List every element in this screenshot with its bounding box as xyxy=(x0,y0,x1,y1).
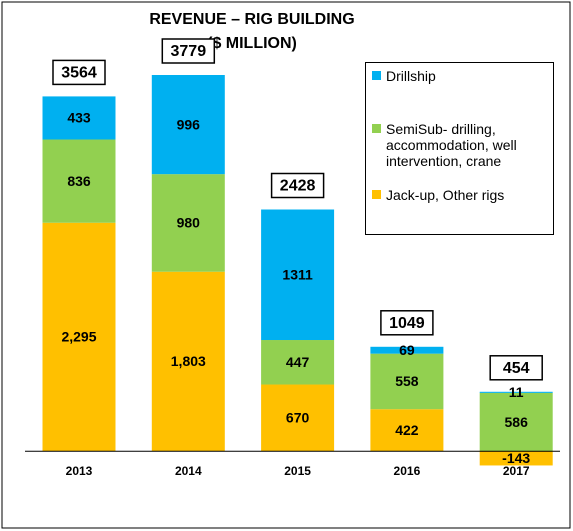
total-box xyxy=(270,172,325,199)
legend-label: SemiSub- drilling, accommodation, well i… xyxy=(386,121,517,169)
data-label: 996 xyxy=(177,116,201,132)
total-label: 454 xyxy=(503,360,530,377)
data-label: 670 xyxy=(286,410,310,426)
legend-swatch xyxy=(372,190,381,199)
total-label: 3564 xyxy=(61,65,97,82)
legend-item: SemiSub- drilling, accommodation, well i… xyxy=(372,121,550,169)
bar-segment xyxy=(261,340,335,385)
total-label: 1049 xyxy=(389,315,425,332)
legend: Drillship SemiSub- drilling, accommodatio… xyxy=(365,62,554,235)
data-label: 2,295 xyxy=(61,329,96,345)
data-label: 1311 xyxy=(282,266,313,282)
bar-segment xyxy=(479,451,553,466)
total-label: 3779 xyxy=(171,43,207,60)
total-box xyxy=(380,310,434,336)
data-label: 447 xyxy=(286,354,310,370)
bar-segment xyxy=(42,139,116,223)
data-label: -143 xyxy=(502,450,530,466)
legend-label: Jack-up, Other rigs xyxy=(386,187,505,203)
legend-swatch xyxy=(372,124,381,133)
data-label: 558 xyxy=(395,373,419,389)
chart-title: REVENUE – RIG BUILDING xyxy=(149,11,354,28)
data-label: 422 xyxy=(395,422,419,438)
bar-segment xyxy=(261,209,335,341)
chart-title: ($ MILLION) xyxy=(207,35,297,52)
data-label: 433 xyxy=(67,110,91,126)
bar-segment xyxy=(261,384,335,452)
legend-item: Drillship xyxy=(372,68,550,84)
data-label: 586 xyxy=(505,414,529,430)
x-tick-label: 2017 xyxy=(503,464,530,478)
bar-segment xyxy=(370,353,444,410)
bar-segment xyxy=(370,346,444,354)
data-label: 11 xyxy=(509,384,524,400)
data-label: 1,803 xyxy=(171,353,206,369)
bar-segment xyxy=(151,271,225,452)
x-tick-label: 2016 xyxy=(394,464,421,478)
bar-segment xyxy=(151,174,225,272)
bar-segment xyxy=(42,96,116,140)
total-box xyxy=(161,38,216,64)
data-label: 980 xyxy=(177,215,201,231)
data-label: 69 xyxy=(399,342,415,358)
bar-segment xyxy=(370,409,444,452)
bar-segment xyxy=(42,222,116,452)
total-label: 2428 xyxy=(280,178,316,195)
data-label: 836 xyxy=(67,173,91,189)
legend-label: Drillship xyxy=(386,68,436,84)
x-tick-label: 2014 xyxy=(175,464,202,478)
total-box xyxy=(52,59,106,86)
bar-segment xyxy=(479,391,553,393)
bar-segment xyxy=(151,75,225,175)
total-box xyxy=(489,355,543,381)
legend-item: Jack-up, Other rigs xyxy=(372,187,550,203)
legend-swatch xyxy=(372,71,381,80)
x-tick-label: 2015 xyxy=(284,464,311,478)
bar-segment xyxy=(479,392,553,452)
x-tick-label: 2013 xyxy=(66,464,93,478)
